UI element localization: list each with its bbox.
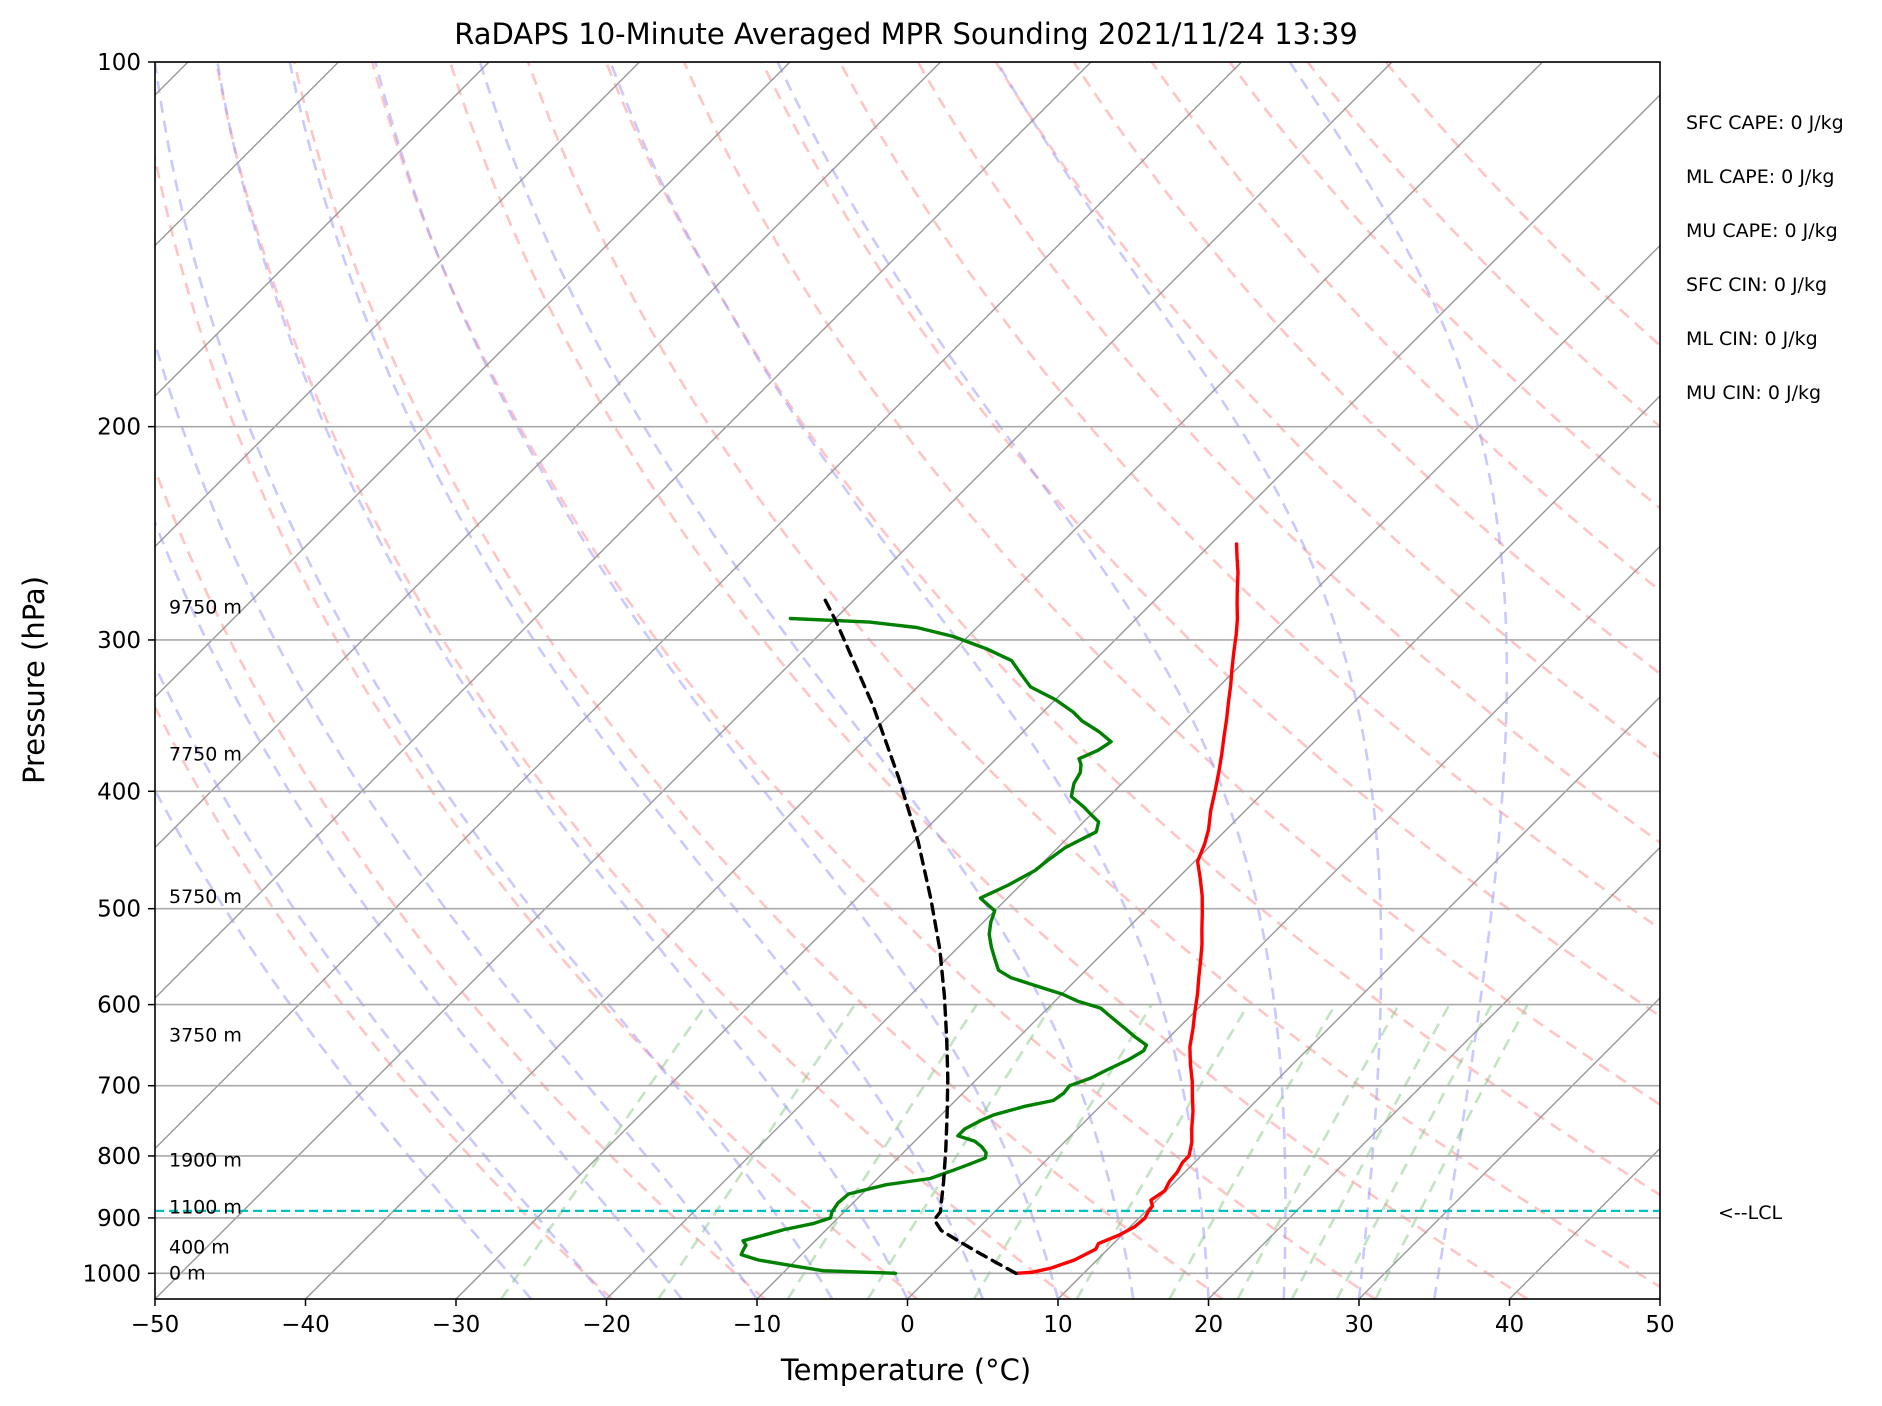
moist-adiabat-line xyxy=(155,787,533,1299)
x-tick-label: −20 xyxy=(582,1312,631,1338)
isotherm-line xyxy=(455,94,1660,1299)
stability-index-label: MU CIN: 0 J/kg xyxy=(1686,382,1821,404)
dry-adiabat-line xyxy=(292,62,1224,1299)
stability-index-label: SFC CAPE: 0 J/kg xyxy=(1686,112,1844,134)
y-tick-label: 1000 xyxy=(82,1261,141,1287)
dry-adiabat-line xyxy=(155,704,613,1299)
isotherm-line xyxy=(155,62,640,548)
mixing-ratio-line xyxy=(786,1003,978,1299)
altitude-label: 9750 m xyxy=(169,596,242,618)
x-tick-label: 30 xyxy=(1344,1312,1373,1338)
isotherm-line xyxy=(606,244,1660,1299)
x-tick-label: −40 xyxy=(281,1312,330,1338)
x-tick-label: 40 xyxy=(1495,1312,1524,1338)
dry-adiabat-line xyxy=(215,62,1071,1299)
isotherm-line xyxy=(155,62,941,849)
dry-adiabat-line xyxy=(760,62,1660,1018)
y-axis-title: Pressure (hPa) xyxy=(17,576,51,784)
y-tick-label: 700 xyxy=(97,1074,141,1100)
x-tick-label: 0 xyxy=(900,1312,915,1338)
x-tick-label: −30 xyxy=(432,1312,481,1338)
mixing-ratio-line xyxy=(1374,1003,1529,1299)
isotherm-line xyxy=(155,62,1092,999)
y-tick-label: 600 xyxy=(97,993,141,1019)
y-tick-label: 100 xyxy=(97,50,141,76)
isotherm-line xyxy=(155,62,1393,1299)
isotherm-line xyxy=(756,395,1660,1299)
dry-adiabat-line xyxy=(1228,62,1660,510)
dry-adiabat-line xyxy=(1384,62,1660,348)
stability-index-label: ML CIN: 0 J/kg xyxy=(1686,328,1818,350)
dewpoint-profile-line xyxy=(739,616,1149,1275)
y-tick-label: 300 xyxy=(97,628,141,654)
dry-adiabat-line xyxy=(916,62,1660,845)
moist-adiabat-line xyxy=(155,519,683,1299)
moist-adiabat-line xyxy=(776,62,1287,1299)
mixing-ratio-line xyxy=(1290,1003,1451,1299)
moist-adiabat-line xyxy=(155,62,834,1299)
moist-adiabat-line xyxy=(478,62,1135,1299)
mixing-ratio-line xyxy=(1075,1003,1250,1299)
moist-adiabat-line xyxy=(155,662,608,1299)
chart-title: RaDAPS 10-Minute Averaged MPR Sounding 2… xyxy=(454,17,1358,51)
y-tick-label: 500 xyxy=(97,897,141,923)
y-tick-label: 200 xyxy=(97,415,141,441)
moist-adiabat-line xyxy=(216,62,909,1299)
isotherm-line xyxy=(1208,846,1660,1299)
x-tick-label: 20 xyxy=(1194,1312,1223,1338)
y-tick-label: 900 xyxy=(97,1206,141,1232)
altitude-label: 5750 m xyxy=(169,886,242,908)
mixing-ratio-line xyxy=(972,1003,1153,1299)
lcl-label: <--LCL xyxy=(1718,1202,1782,1224)
parcel-path-line xyxy=(820,592,1018,1275)
altitude-label: 1100 m xyxy=(169,1196,242,1218)
x-tick-label: −10 xyxy=(733,1312,782,1338)
moist-adiabat-line xyxy=(995,62,1383,1299)
moist-adiabat-line xyxy=(288,62,985,1299)
dry-adiabat-line xyxy=(682,62,1660,1107)
x-tick-label: 50 xyxy=(1645,1312,1674,1338)
stability-index-label: MU CAPE: 0 J/kg xyxy=(1686,220,1838,242)
dry-adiabat-line xyxy=(994,62,1660,760)
stability-index-label: SFC CIN: 0 J/kg xyxy=(1686,274,1827,296)
x-axis-title: Temperature (°C) xyxy=(780,1353,1031,1387)
x-tick-label: 10 xyxy=(1043,1312,1072,1338)
altitude-label: 400 m xyxy=(169,1237,230,1259)
moist-adiabat-line xyxy=(1288,62,1509,1299)
dry-adiabat-line xyxy=(155,151,918,1299)
dry-adiabat-line xyxy=(448,62,1529,1299)
dry-adiabat-line xyxy=(155,465,766,1299)
altitude-label: 0 m xyxy=(169,1262,206,1284)
altitude-label: 1900 m xyxy=(169,1150,242,1172)
temperature-profile-line xyxy=(1014,542,1240,1275)
dry-adiabat-line xyxy=(1072,62,1660,676)
y-tick-label: 400 xyxy=(97,779,141,805)
dry-adiabat-line xyxy=(1150,62,1660,593)
isotherm-line xyxy=(155,62,791,698)
isotherm-line xyxy=(155,62,490,397)
isotherm-line xyxy=(155,62,1242,1150)
isotherm-line xyxy=(1057,696,1660,1299)
mixing-ratio-line xyxy=(1236,1003,1400,1299)
x-tick-label: −50 xyxy=(131,1312,180,1338)
isotherm-line xyxy=(1358,997,1660,1299)
isotherm-line xyxy=(907,545,1660,1299)
mixing-ratio-line xyxy=(1168,1003,1337,1299)
stability-index-label: ML CAPE: 0 J/kg xyxy=(1686,166,1834,188)
isotherm-line xyxy=(305,62,1543,1299)
mixing-ratio-line xyxy=(1335,1003,1493,1299)
altitude-label: 7750 m xyxy=(169,744,242,766)
y-tick-label: 800 xyxy=(97,1144,141,1170)
mixing-ratio-line xyxy=(866,1003,1054,1299)
altitude-label: 3750 m xyxy=(169,1024,242,1046)
